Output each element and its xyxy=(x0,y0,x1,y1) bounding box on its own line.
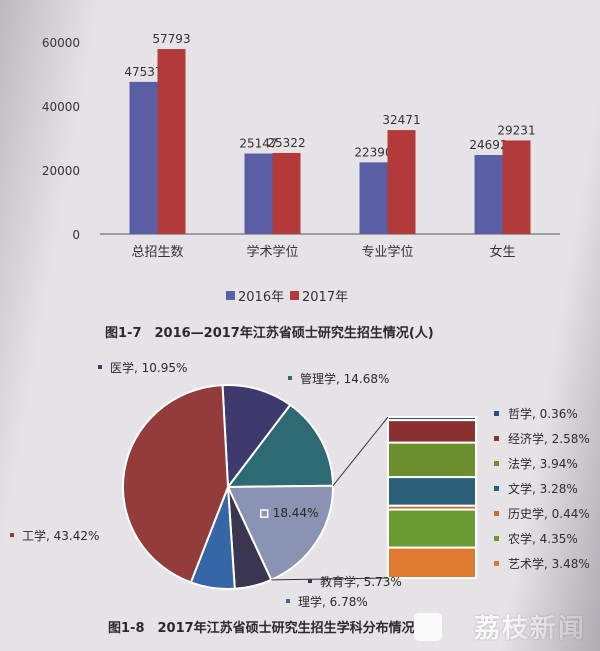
watermark: 荔枝新闻 xyxy=(473,614,586,644)
pie-slice-医学 xyxy=(221,383,292,490)
bar-chart: 0 20000 40000 60000 47537 57793 总招生数 2514725322… xyxy=(42,32,560,305)
y-tick-label: 0 xyxy=(72,228,80,242)
x-tick-label: 学术学位 xyxy=(246,244,298,260)
pie-slice-label: 理学, 6.78% xyxy=(298,594,368,609)
legend-swatch xyxy=(290,291,299,300)
legend-swatch xyxy=(308,579,312,583)
legend-swatch xyxy=(259,509,269,518)
breakdown-segment-法学 xyxy=(387,441,477,479)
pie-slice-label: 医学, 10.95% xyxy=(110,360,187,375)
breakdown-segment-艺术学 xyxy=(387,546,477,579)
bar-2017年 xyxy=(502,140,531,234)
bar-2016年 xyxy=(359,162,388,234)
bar-value-label: 22390 xyxy=(354,145,392,159)
figure-1-8-caption: 图1-8 2017年江苏省硕士研究生招生学科分布情况 xyxy=(108,620,415,636)
pie-slice-label: 教育学, 5.73% xyxy=(320,574,402,589)
legend-swatch xyxy=(286,599,290,603)
x-tick-label: 专业学位 xyxy=(361,244,413,260)
bar-2017年 xyxy=(157,49,186,234)
connector-line-bottom xyxy=(271,577,389,581)
legend-label: 2016年 xyxy=(238,290,284,305)
legend-swatch xyxy=(226,291,235,300)
legend-swatch xyxy=(288,376,292,380)
breakdown-legend-label: 文学, 3.28% xyxy=(508,481,578,496)
bar-2016年 xyxy=(129,81,158,235)
legend-swatch xyxy=(494,461,499,466)
breakdown-segment-农学 xyxy=(387,508,477,549)
x-tick-label: 总招生数 xyxy=(131,245,183,260)
pie-slice-其他 xyxy=(226,484,335,582)
legend-swatch xyxy=(494,411,499,416)
pie-chart: 18.44% 医学, 10.95% 管理学, 14.68% 教育学, 5.73% 理学,… xyxy=(10,360,590,609)
bar-value-label: 32471 xyxy=(382,113,420,127)
breakdown-legend-label: 哲学, 0.36% xyxy=(508,406,578,421)
legend-swatch xyxy=(494,536,499,541)
legend-swatch xyxy=(494,436,499,441)
pie-slice-管理学 xyxy=(225,403,335,489)
breakdown-legend-label: 法学, 3.94% xyxy=(508,456,578,471)
y-tick-label: 60000 xyxy=(42,36,80,50)
bar-value-label: 47537 xyxy=(124,65,162,79)
legend-swatch xyxy=(10,533,14,537)
pie-slice-工学 xyxy=(121,384,230,584)
x-tick-label: 女生 xyxy=(489,244,515,260)
breakdown-legend-label: 经济学, 2.58% xyxy=(508,431,590,446)
bar-value-label: 57793 xyxy=(152,32,190,46)
breakdown-legend-label: 艺术学, 3.48% xyxy=(508,556,590,571)
bar-value-label: 25147 xyxy=(239,137,277,151)
connector-line-top xyxy=(332,416,389,487)
legend-swatch xyxy=(98,365,102,369)
breakdown-legend-label: 农学, 4.35% xyxy=(508,531,578,546)
bar-2016年 xyxy=(474,154,503,234)
bar-value-label: 25322 xyxy=(267,136,305,150)
legend-swatch xyxy=(494,561,499,566)
y-tick-label: 40000 xyxy=(42,100,80,114)
bar-2016年 xyxy=(244,153,273,234)
breakdown-segment-文学 xyxy=(387,476,477,507)
legend-label: 2017年 xyxy=(302,290,348,305)
watermark-logo-icon xyxy=(414,613,442,641)
breakdown-segment-经济学 xyxy=(387,419,477,444)
legend-swatch xyxy=(494,511,499,516)
pie-inner-label: 18.44% xyxy=(273,506,319,520)
bar-value-label: 24692 xyxy=(469,138,507,152)
pie-slice-label: 工学, 43.42% xyxy=(22,528,99,543)
figure-1-7-caption: 图1-7 2016—2017年江苏省硕士研究生招生情况(人) xyxy=(105,325,434,341)
bar-value-label: 29231 xyxy=(497,123,535,137)
bar-2017年 xyxy=(272,152,301,234)
breakdown-legend-label: 历史学, 0.44% xyxy=(508,506,590,521)
legend-swatch xyxy=(494,486,499,491)
pie-slice-label: 管理学, 14.68% xyxy=(300,371,389,386)
bar-2017年 xyxy=(387,130,416,234)
y-tick-label: 20000 xyxy=(42,164,80,178)
